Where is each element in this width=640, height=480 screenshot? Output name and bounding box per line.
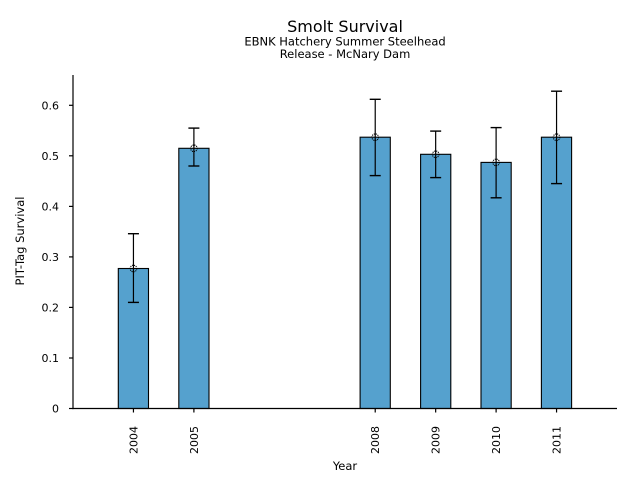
x-tick-label-2010: 2010 [490, 426, 503, 454]
bar-2010 [480, 161, 512, 410]
y-axis-label: PIT-Tag Survival [13, 197, 27, 286]
marker-2004 [129, 264, 138, 273]
x-tick-label-2004: 2004 [127, 426, 140, 454]
marker-2011 [552, 133, 561, 142]
bar-2005 [178, 147, 210, 410]
error-bars-group [127, 90, 563, 304]
marker-2010 [492, 158, 500, 167]
x-tick-label-2008: 2008 [369, 426, 382, 454]
marker-2009 [431, 150, 440, 159]
x-tick-label-2005: 2005 [188, 426, 201, 454]
bar-2008 [359, 136, 391, 410]
y-tick-label-0.3: 0.3 [42, 251, 60, 264]
axes-group: 0 0.1 0.2 0.3 0.4 0.5 0.6 2004 2005 2008 2009 2010 2… [42, 75, 617, 454]
y-tick-label-0.6: 0.6 [42, 99, 60, 112]
x-axis-label: Year [332, 459, 358, 473]
bars-group [117, 136, 573, 410]
marker-2005 [190, 144, 198, 153]
y-tick-label-0: 0 [52, 403, 59, 416]
chart-subtitle-line1: EBNK Hatchery Summer Steelhead [244, 35, 445, 49]
y-tick-label-0.2: 0.2 [42, 301, 60, 314]
x-tick-label-2011: 2011 [551, 426, 564, 454]
chart-subtitle-line2: Release - McNary Dam [280, 47, 411, 61]
bar-2009 [420, 153, 452, 410]
markers-group [129, 133, 561, 273]
chart-title: Smolt Survival [287, 17, 403, 36]
y-tick-label-0.5: 0.5 [42, 150, 60, 163]
x-tick-label-2009: 2009 [430, 426, 443, 454]
y-tick-label-0.1: 0.1 [42, 352, 60, 365]
marker-2008 [371, 133, 380, 142]
bar-2004 [117, 267, 150, 410]
y-tick-label-0.4: 0.4 [42, 200, 60, 213]
